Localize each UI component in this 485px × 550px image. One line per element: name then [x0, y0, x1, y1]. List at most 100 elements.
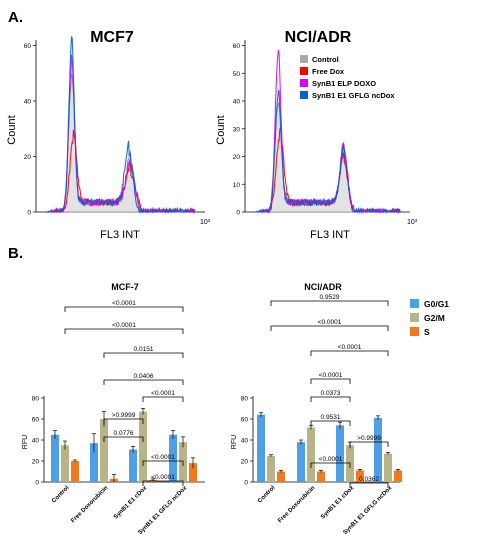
histogram-legend-swatch: [300, 79, 308, 87]
histogram-legend-label: SynB1 ELP DOXO: [312, 79, 376, 88]
significance-label: <0.0001: [338, 344, 362, 351]
significance-bracket: [349, 482, 389, 488]
bar-s: [356, 470, 364, 482]
bar-category-label: Control: [257, 485, 277, 505]
significance-bracket: [142, 396, 184, 402]
histogram-y-tick-label: 40: [24, 99, 32, 106]
bar-g2m: [307, 427, 315, 482]
histogram-nciadr: 0 10 20 30 40 50 60: [233, 40, 410, 217]
histogram-y-tick-label: 60: [24, 43, 32, 50]
significance-label: 0.0362: [359, 476, 379, 483]
bar-y-tick-label: 80: [241, 396, 249, 403]
significance-bracket: [64, 328, 184, 334]
histogram-legend-swatch: [300, 91, 308, 99]
significance-bracket: [142, 460, 184, 466]
significance-label: 0.0151: [134, 346, 154, 353]
bar-legend-swatch: [410, 299, 419, 308]
significance-label: 0.9531: [321, 414, 341, 421]
histogram-y-tick-label: 0: [27, 210, 31, 217]
bar-y-tick-label: 0: [244, 480, 248, 487]
significance-label: <0.0001: [151, 454, 175, 461]
bar-g0g1: [336, 425, 344, 482]
histogram-y-tick-label: 10: [233, 182, 241, 189]
histogram-legend-swatch: [300, 55, 308, 63]
significance-bracket: [103, 352, 184, 358]
significance-label: 0.9529: [320, 294, 340, 301]
significance-bracket: [103, 379, 184, 385]
panel-a-label: A.: [8, 9, 23, 26]
significance-label: 0.0406: [134, 373, 154, 380]
bar-g2m: [100, 419, 108, 482]
bar-category-label: SynB1 E1 cDox: [320, 485, 356, 521]
bar-g2m: [384, 453, 392, 482]
histogram-series-synb1-e1-gflg-ncdox: [254, 89, 401, 215]
bar-y-axis-label: RFU: [231, 435, 238, 449]
histogram-nciadr-ylabel: Count: [215, 115, 227, 144]
bar-y-axis-label: RFU: [22, 435, 29, 449]
significance-bracket: [349, 441, 389, 447]
significance-label: >0.9999: [112, 412, 136, 419]
histogram-y-tick-label: 50: [233, 71, 241, 78]
histogram-y-tick-label: 60: [233, 43, 241, 50]
histogram-legend-label: SynB1 E1 GFLG ncDox: [312, 91, 395, 100]
bar-category-label: Free Doxorubicin: [70, 485, 109, 524]
bar-chart-mcf7-title: MCF-7: [111, 282, 139, 292]
significance-label: <0.0001: [112, 300, 136, 307]
bar-chart-nciadr-title: NCI/ADR: [304, 282, 342, 292]
bar-chart-nciadr: 0 20 40 60 80 RFU Control Free Doxorubicin SynB1…: [231, 294, 402, 536]
bar-s: [394, 470, 402, 482]
bar-category-label: Control: [51, 485, 71, 505]
significance-bracket: [64, 306, 184, 312]
significance-label: <0.0001: [112, 322, 136, 329]
bar-category-label: SynB1 E1 cDox: [113, 485, 149, 521]
histogram-legend: Control Free Dox SynB1 ELP DOXO SynB1 E1 GF…: [300, 55, 395, 100]
significance-bracket: [142, 480, 184, 486]
histogram-mcf7: 0 20 40 60: [24, 35, 205, 217]
bar-g0g1: [257, 414, 265, 482]
significance-label: 0.0776: [114, 430, 134, 437]
histogram-legend-swatch: [300, 67, 308, 75]
significance-label: <0.0001: [151, 474, 175, 481]
histogram-series-synb1-e1-gflg-ncdox: [46, 35, 196, 215]
bar-g0g1: [169, 434, 177, 482]
significance-label: <0.0001: [319, 372, 343, 379]
significance-bracket: [103, 418, 144, 424]
significance-bracket: [310, 462, 351, 468]
significance-bracket: [310, 420, 351, 426]
bar-y-tick-label: 20: [241, 459, 249, 466]
histogram-y-tick-label: 20: [24, 154, 32, 161]
bar-legend-label: G0/G1: [424, 299, 449, 309]
histogram-legend-label: Control: [312, 55, 339, 64]
bar-legend-swatch: [410, 327, 419, 336]
bar-legend-swatch: [410, 313, 419, 322]
histogram-nciadr-xlabel: FL3 INT: [310, 229, 350, 241]
bar-s: [71, 461, 79, 482]
bar-g0g1: [129, 449, 137, 482]
significance-bracket: [310, 350, 389, 356]
significance-label: <0.0001: [319, 456, 343, 463]
bar-y-tick-label: 20: [32, 459, 40, 466]
bar-legend-label: G2/M: [424, 313, 445, 323]
histogram-nciadr-title: NCI/ADR: [285, 29, 352, 46]
bar-s: [189, 463, 197, 482]
bar-y-tick-label: 60: [241, 417, 249, 424]
histogram-mcf7-xlabel: FL3 INT: [100, 229, 140, 241]
histogram-mcf7-title: MCF7: [90, 29, 134, 46]
histogram-y-tick-label: 40: [233, 99, 241, 106]
significance-bracket: [270, 300, 389, 306]
bar-g0g1: [90, 443, 98, 482]
bar-chart-mcf7: 0 20 40 60 80 RFU Control Free Doxorubicin SynB1…: [22, 300, 205, 536]
histogram-mcf7-xmax: 10³: [200, 219, 211, 226]
histogram-legend-label: Free Dox: [312, 67, 345, 76]
histogram-nciadr-xmax: 10³: [407, 219, 418, 226]
significance-bracket: [310, 378, 351, 384]
histogram-mcf7-ylabel: Count: [6, 115, 18, 144]
bar-g2m: [267, 455, 275, 482]
bar-legend-label: S: [424, 327, 430, 337]
bar-legend: G0/G1 G2/M S: [410, 299, 449, 337]
bar-g0g1: [51, 434, 59, 482]
histogram-y-tick-label: 0: [236, 210, 240, 217]
significance-label: <0.0001: [151, 390, 175, 397]
significance-label: >0.9999: [357, 435, 381, 442]
